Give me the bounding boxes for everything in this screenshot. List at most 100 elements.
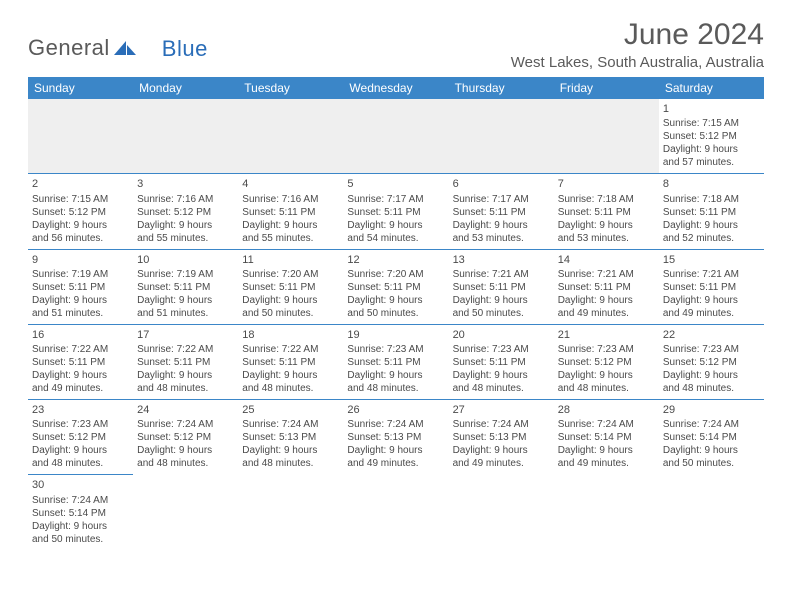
- sunrise-line: Sunrise: 7:24 AM: [453, 418, 550, 431]
- day-number: 1: [663, 102, 760, 116]
- sunrise-line: Sunrise: 7:24 AM: [137, 418, 234, 431]
- calendar-cell: 4Sunrise: 7:16 AMSunset: 5:11 PMDaylight…: [238, 174, 343, 249]
- day-header: Tuesday: [238, 77, 343, 99]
- month-title: June 2024: [511, 18, 764, 52]
- day-header: Wednesday: [343, 77, 448, 99]
- sunset-line: Sunset: 5:11 PM: [347, 206, 444, 219]
- sunrise-line: Sunrise: 7:20 AM: [242, 268, 339, 281]
- logo-text: General: [28, 35, 138, 61]
- calendar-cell: 7Sunrise: 7:18 AMSunset: 5:11 PMDaylight…: [554, 174, 659, 249]
- calendar-cell: 29Sunrise: 7:24 AMSunset: 5:14 PMDayligh…: [659, 400, 764, 475]
- day-number: 23: [32, 403, 129, 417]
- day-number: 16: [32, 328, 129, 342]
- calendar-cell: 2Sunrise: 7:15 AMSunset: 5:12 PMDaylight…: [28, 174, 133, 249]
- sunset-line: Sunset: 5:11 PM: [242, 206, 339, 219]
- calendar-cell: 19Sunrise: 7:23 AMSunset: 5:11 PMDayligh…: [343, 324, 448, 399]
- sunrise-line: Sunrise: 7:23 AM: [663, 343, 760, 356]
- daylight-line-2: and 51 minutes.: [32, 307, 129, 320]
- day-number: 10: [137, 253, 234, 267]
- calendar-cell: [343, 475, 448, 550]
- day-header: Saturday: [659, 77, 764, 99]
- day-number: 6: [453, 177, 550, 191]
- day-number: 21: [558, 328, 655, 342]
- daylight-line-1: Daylight: 9 hours: [453, 444, 550, 457]
- daylight-line-2: and 49 minutes.: [347, 457, 444, 470]
- daylight-line-1: Daylight: 9 hours: [453, 294, 550, 307]
- daylight-line-1: Daylight: 9 hours: [242, 369, 339, 382]
- sunrise-line: Sunrise: 7:21 AM: [663, 268, 760, 281]
- sunrise-line: Sunrise: 7:23 AM: [453, 343, 550, 356]
- calendar-cell: 13Sunrise: 7:21 AMSunset: 5:11 PMDayligh…: [449, 249, 554, 324]
- sunset-line: Sunset: 5:11 PM: [347, 356, 444, 369]
- daylight-line-1: Daylight: 9 hours: [663, 219, 760, 232]
- daylight-line-1: Daylight: 9 hours: [347, 294, 444, 307]
- daylight-line-1: Daylight: 9 hours: [558, 444, 655, 457]
- calendar-cell: [554, 475, 659, 550]
- sunset-line: Sunset: 5:14 PM: [32, 507, 129, 520]
- day-number: 28: [558, 403, 655, 417]
- daylight-line-2: and 50 minutes.: [663, 457, 760, 470]
- calendar-cell: 6Sunrise: 7:17 AMSunset: 5:11 PMDaylight…: [449, 174, 554, 249]
- daylight-line-1: Daylight: 9 hours: [32, 219, 129, 232]
- day-header: Friday: [554, 77, 659, 99]
- calendar-cell: 20Sunrise: 7:23 AMSunset: 5:11 PMDayligh…: [449, 324, 554, 399]
- sunrise-line: Sunrise: 7:17 AM: [347, 193, 444, 206]
- logo-sail-icon: [110, 39, 138, 60]
- daylight-line-2: and 48 minutes.: [663, 382, 760, 395]
- sunset-line: Sunset: 5:12 PM: [32, 206, 129, 219]
- location-text: West Lakes, South Australia, Australia: [511, 54, 764, 71]
- calendar-cell: [133, 99, 238, 174]
- calendar-row: 30Sunrise: 7:24 AMSunset: 5:14 PMDayligh…: [28, 475, 764, 550]
- day-number: 8: [663, 177, 760, 191]
- daylight-line-2: and 53 minutes.: [453, 232, 550, 245]
- day-number: 29: [663, 403, 760, 417]
- daylight-line-2: and 49 minutes.: [663, 307, 760, 320]
- daylight-line-2: and 55 minutes.: [137, 232, 234, 245]
- calendar-cell: 3Sunrise: 7:16 AMSunset: 5:12 PMDaylight…: [133, 174, 238, 249]
- day-header: Sunday: [28, 77, 133, 99]
- daylight-line-2: and 48 minutes.: [242, 382, 339, 395]
- logo-word-general: General: [28, 35, 110, 61]
- daylight-line-2: and 50 minutes.: [32, 533, 129, 546]
- daylight-line-2: and 48 minutes.: [453, 382, 550, 395]
- sunset-line: Sunset: 5:12 PM: [663, 130, 760, 143]
- calendar-row: 9Sunrise: 7:19 AMSunset: 5:11 PMDaylight…: [28, 249, 764, 324]
- sunset-line: Sunset: 5:11 PM: [137, 356, 234, 369]
- day-number: 9: [32, 253, 129, 267]
- sunrise-line: Sunrise: 7:22 AM: [137, 343, 234, 356]
- sunrise-line: Sunrise: 7:21 AM: [453, 268, 550, 281]
- calendar-cell: [659, 475, 764, 550]
- daylight-line-2: and 57 minutes.: [663, 156, 760, 169]
- sunset-line: Sunset: 5:11 PM: [663, 206, 760, 219]
- daylight-line-2: and 48 minutes.: [32, 457, 129, 470]
- daylight-line-2: and 50 minutes.: [453, 307, 550, 320]
- daylight-line-2: and 49 minutes.: [453, 457, 550, 470]
- calendar-cell: 24Sunrise: 7:24 AMSunset: 5:12 PMDayligh…: [133, 400, 238, 475]
- calendar-cell: 21Sunrise: 7:23 AMSunset: 5:12 PMDayligh…: [554, 324, 659, 399]
- sunrise-line: Sunrise: 7:17 AM: [453, 193, 550, 206]
- sunrise-line: Sunrise: 7:15 AM: [32, 193, 129, 206]
- daylight-line-1: Daylight: 9 hours: [558, 219, 655, 232]
- sunset-line: Sunset: 5:12 PM: [137, 431, 234, 444]
- sunrise-line: Sunrise: 7:15 AM: [663, 117, 760, 130]
- day-number: 13: [453, 253, 550, 267]
- calendar-cell: [449, 475, 554, 550]
- daylight-line-2: and 49 minutes.: [558, 457, 655, 470]
- sunrise-line: Sunrise: 7:16 AM: [242, 193, 339, 206]
- sunset-line: Sunset: 5:11 PM: [32, 281, 129, 294]
- daylight-line-2: and 53 minutes.: [558, 232, 655, 245]
- daylight-line-2: and 55 minutes.: [242, 232, 339, 245]
- daylight-line-1: Daylight: 9 hours: [347, 444, 444, 457]
- daylight-line-1: Daylight: 9 hours: [32, 369, 129, 382]
- daylight-line-2: and 48 minutes.: [137, 457, 234, 470]
- day-number: 4: [242, 177, 339, 191]
- calendar-cell: 17Sunrise: 7:22 AMSunset: 5:11 PMDayligh…: [133, 324, 238, 399]
- calendar-cell: 14Sunrise: 7:21 AMSunset: 5:11 PMDayligh…: [554, 249, 659, 324]
- daylight-line-1: Daylight: 9 hours: [137, 294, 234, 307]
- sunset-line: Sunset: 5:11 PM: [242, 281, 339, 294]
- title-block: June 2024 West Lakes, South Australia, A…: [511, 18, 764, 71]
- day-number: 11: [242, 253, 339, 267]
- logo: General Blue: [28, 18, 160, 70]
- daylight-line-2: and 48 minutes.: [242, 457, 339, 470]
- sunrise-line: Sunrise: 7:24 AM: [347, 418, 444, 431]
